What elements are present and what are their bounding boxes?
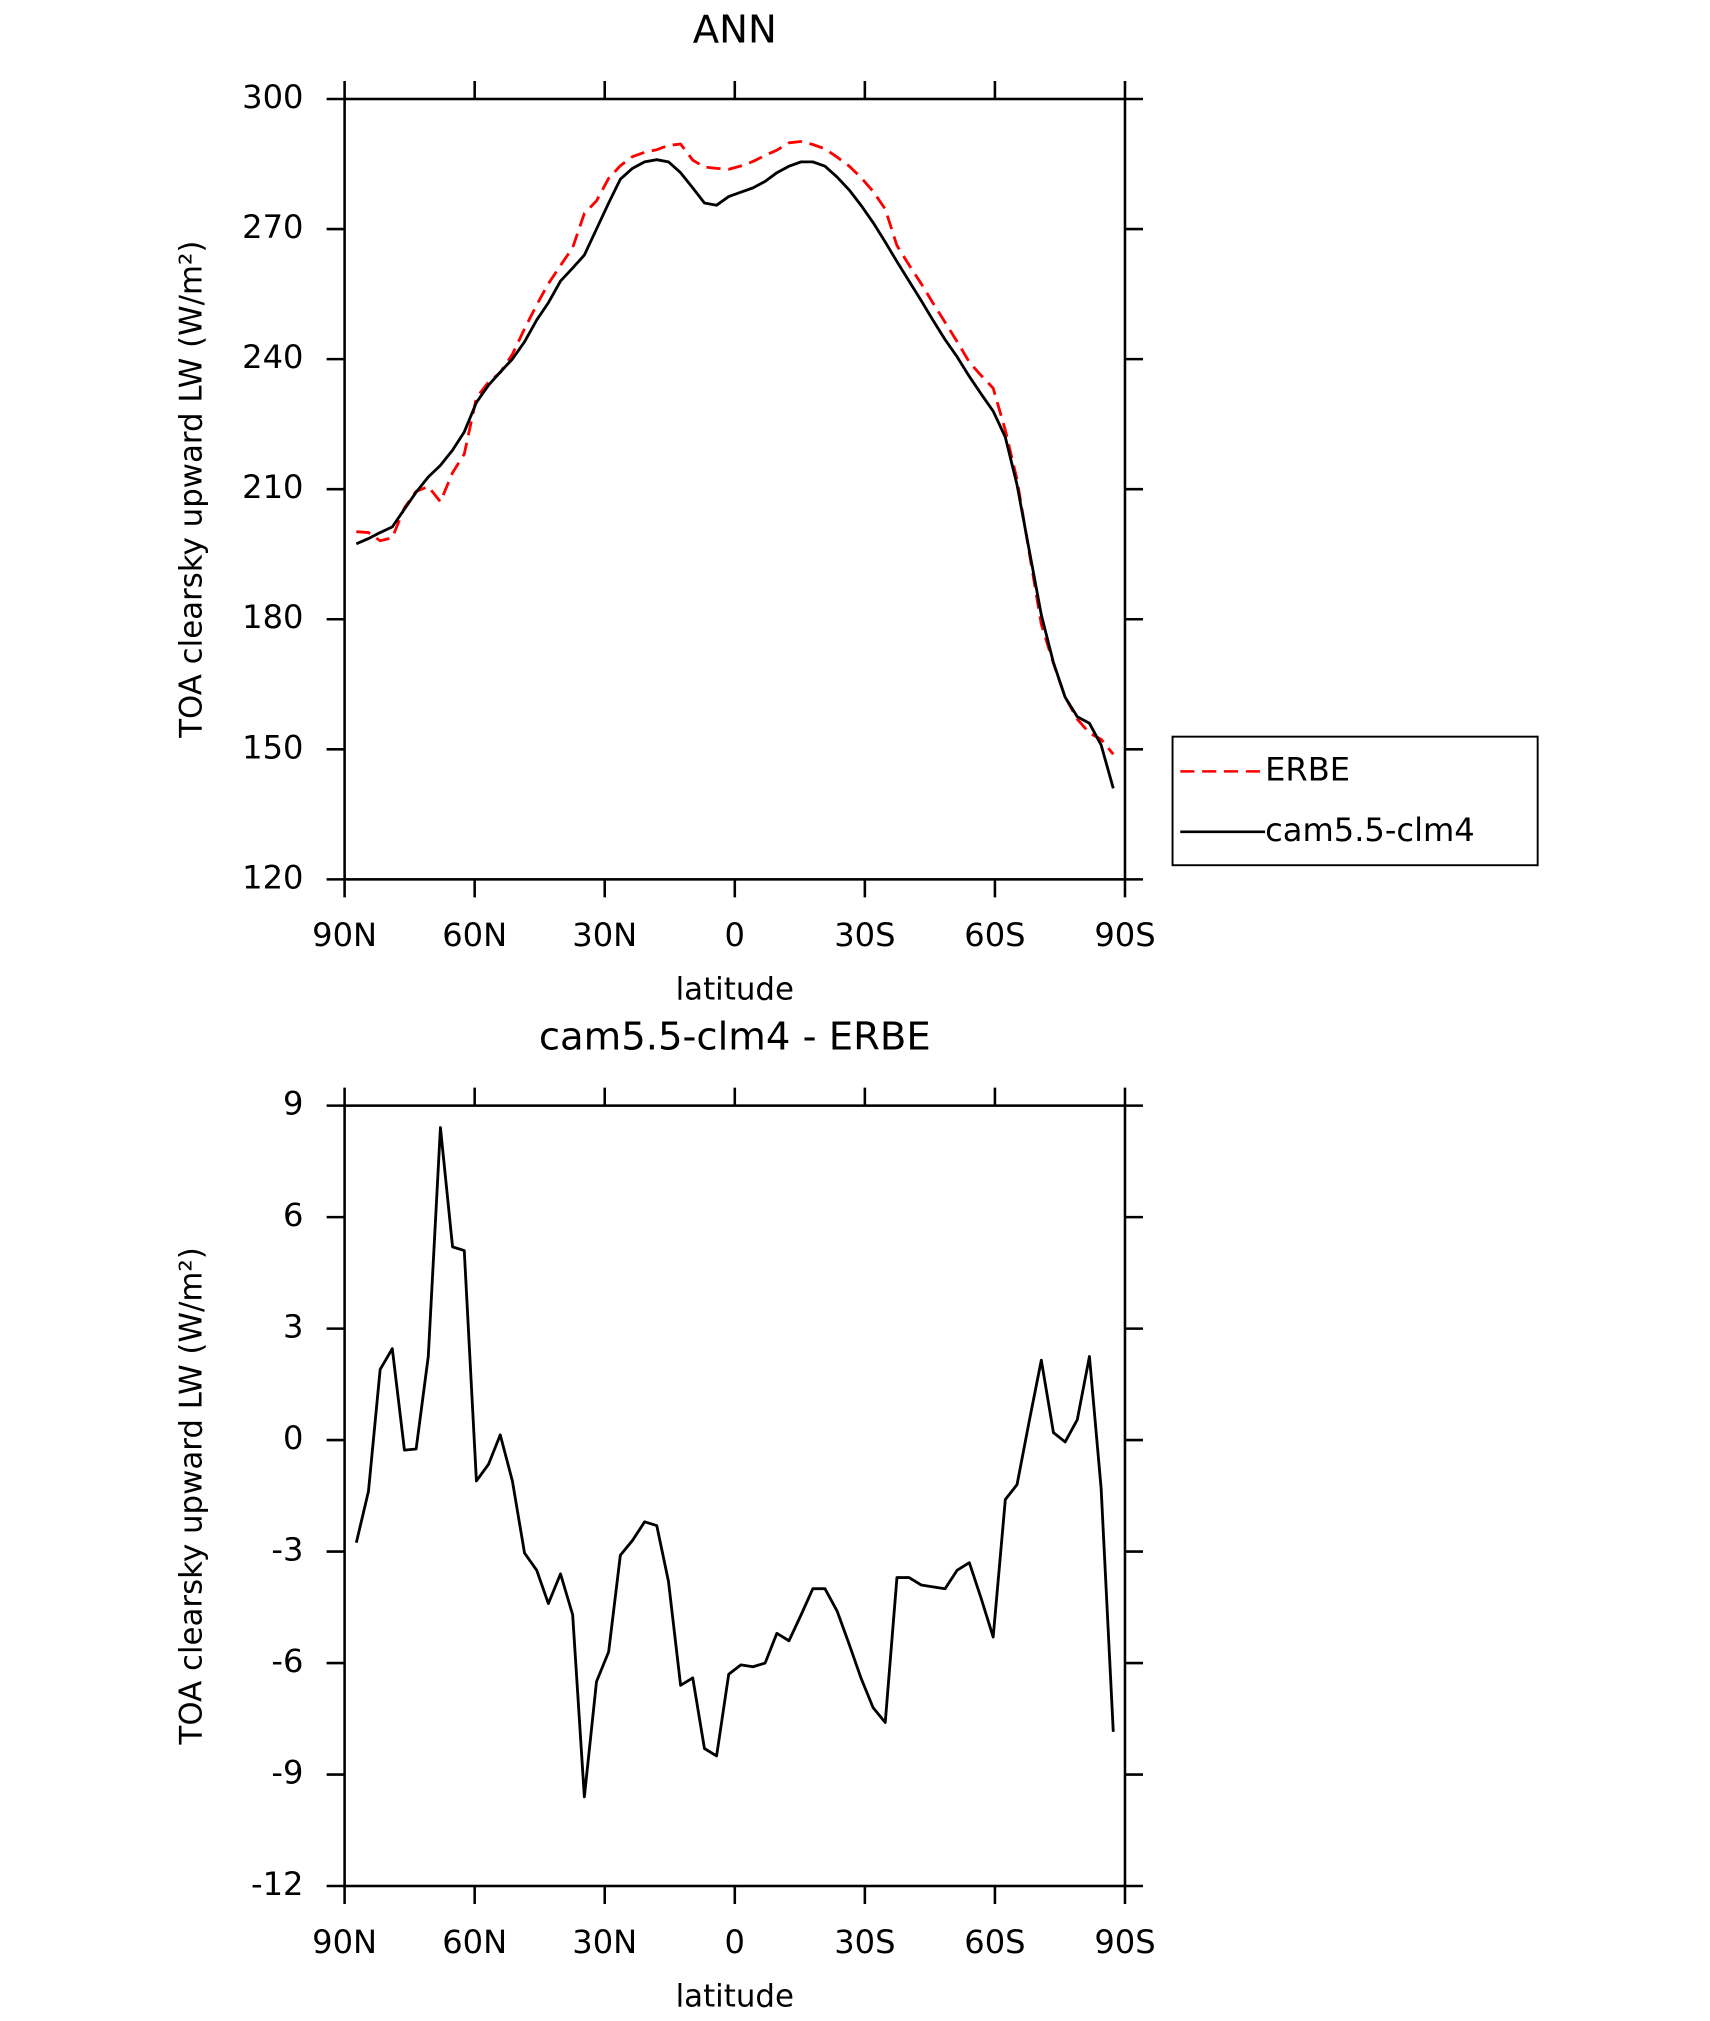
data-line <box>354 1126 1115 1799</box>
y-tick-label: -12 <box>251 1865 303 1903</box>
y-tick-label: 3 <box>283 1308 303 1346</box>
plot-frame <box>343 97 1127 881</box>
x-tick-label: 30S <box>834 916 895 954</box>
y-tick-label: 270 <box>242 208 303 246</box>
y-tick-label: 0 <box>283 1419 303 1457</box>
y-tick-label: 9 <box>283 1085 303 1123</box>
x-tick-label: 90S <box>1094 916 1155 954</box>
chart-title: cam5.5-clm4 - ERBE <box>539 1014 931 1059</box>
y-tick-label: 240 <box>242 338 303 376</box>
x-tick-label: 0 <box>725 1923 745 1961</box>
x-tick-label: 60S <box>964 916 1025 954</box>
x-tick-label: 60N <box>442 1923 507 1961</box>
legend-label: ERBE <box>1265 750 1350 788</box>
y-tick-label: 300 <box>242 78 303 116</box>
x-tick-label: 90N <box>312 916 377 954</box>
y-tick-label: -3 <box>271 1531 303 1569</box>
x-tick-label: 90S <box>1094 1923 1155 1961</box>
x-tick-label: 30S <box>834 1923 895 1961</box>
y-axis-label: TOA clearsky upward LW (W/m²) <box>173 241 209 739</box>
y-tick-label: 210 <box>242 468 303 506</box>
y-tick-label: 120 <box>242 858 303 896</box>
x-tick-label: 0 <box>725 916 745 954</box>
x-tick-label: 30N <box>572 916 637 954</box>
chart-title: ANN <box>693 8 777 53</box>
y-axis-label: TOA clearsky upward LW (W/m²) <box>173 1247 209 1745</box>
legend-box <box>1171 735 1539 867</box>
x-tick-label: 60N <box>442 916 507 954</box>
x-tick-label: 60S <box>964 1923 1025 1961</box>
data-line <box>355 158 1115 789</box>
data-line <box>356 140 1115 756</box>
y-tick-label: -9 <box>271 1754 303 1792</box>
y-tick-label: 6 <box>283 1196 303 1234</box>
legend-label: cam5.5-clm4 <box>1265 811 1475 849</box>
x-tick-label: 90N <box>312 1923 377 1961</box>
x-axis-label: latitude <box>676 972 794 1008</box>
y-tick-label: 180 <box>242 598 303 636</box>
y-tick-label: -6 <box>271 1642 303 1680</box>
x-tick-label: 30N <box>572 1923 637 1961</box>
plot-frame <box>343 1104 1127 1888</box>
x-axis-label: latitude <box>676 1978 794 2014</box>
y-tick-label: 150 <box>242 728 303 766</box>
